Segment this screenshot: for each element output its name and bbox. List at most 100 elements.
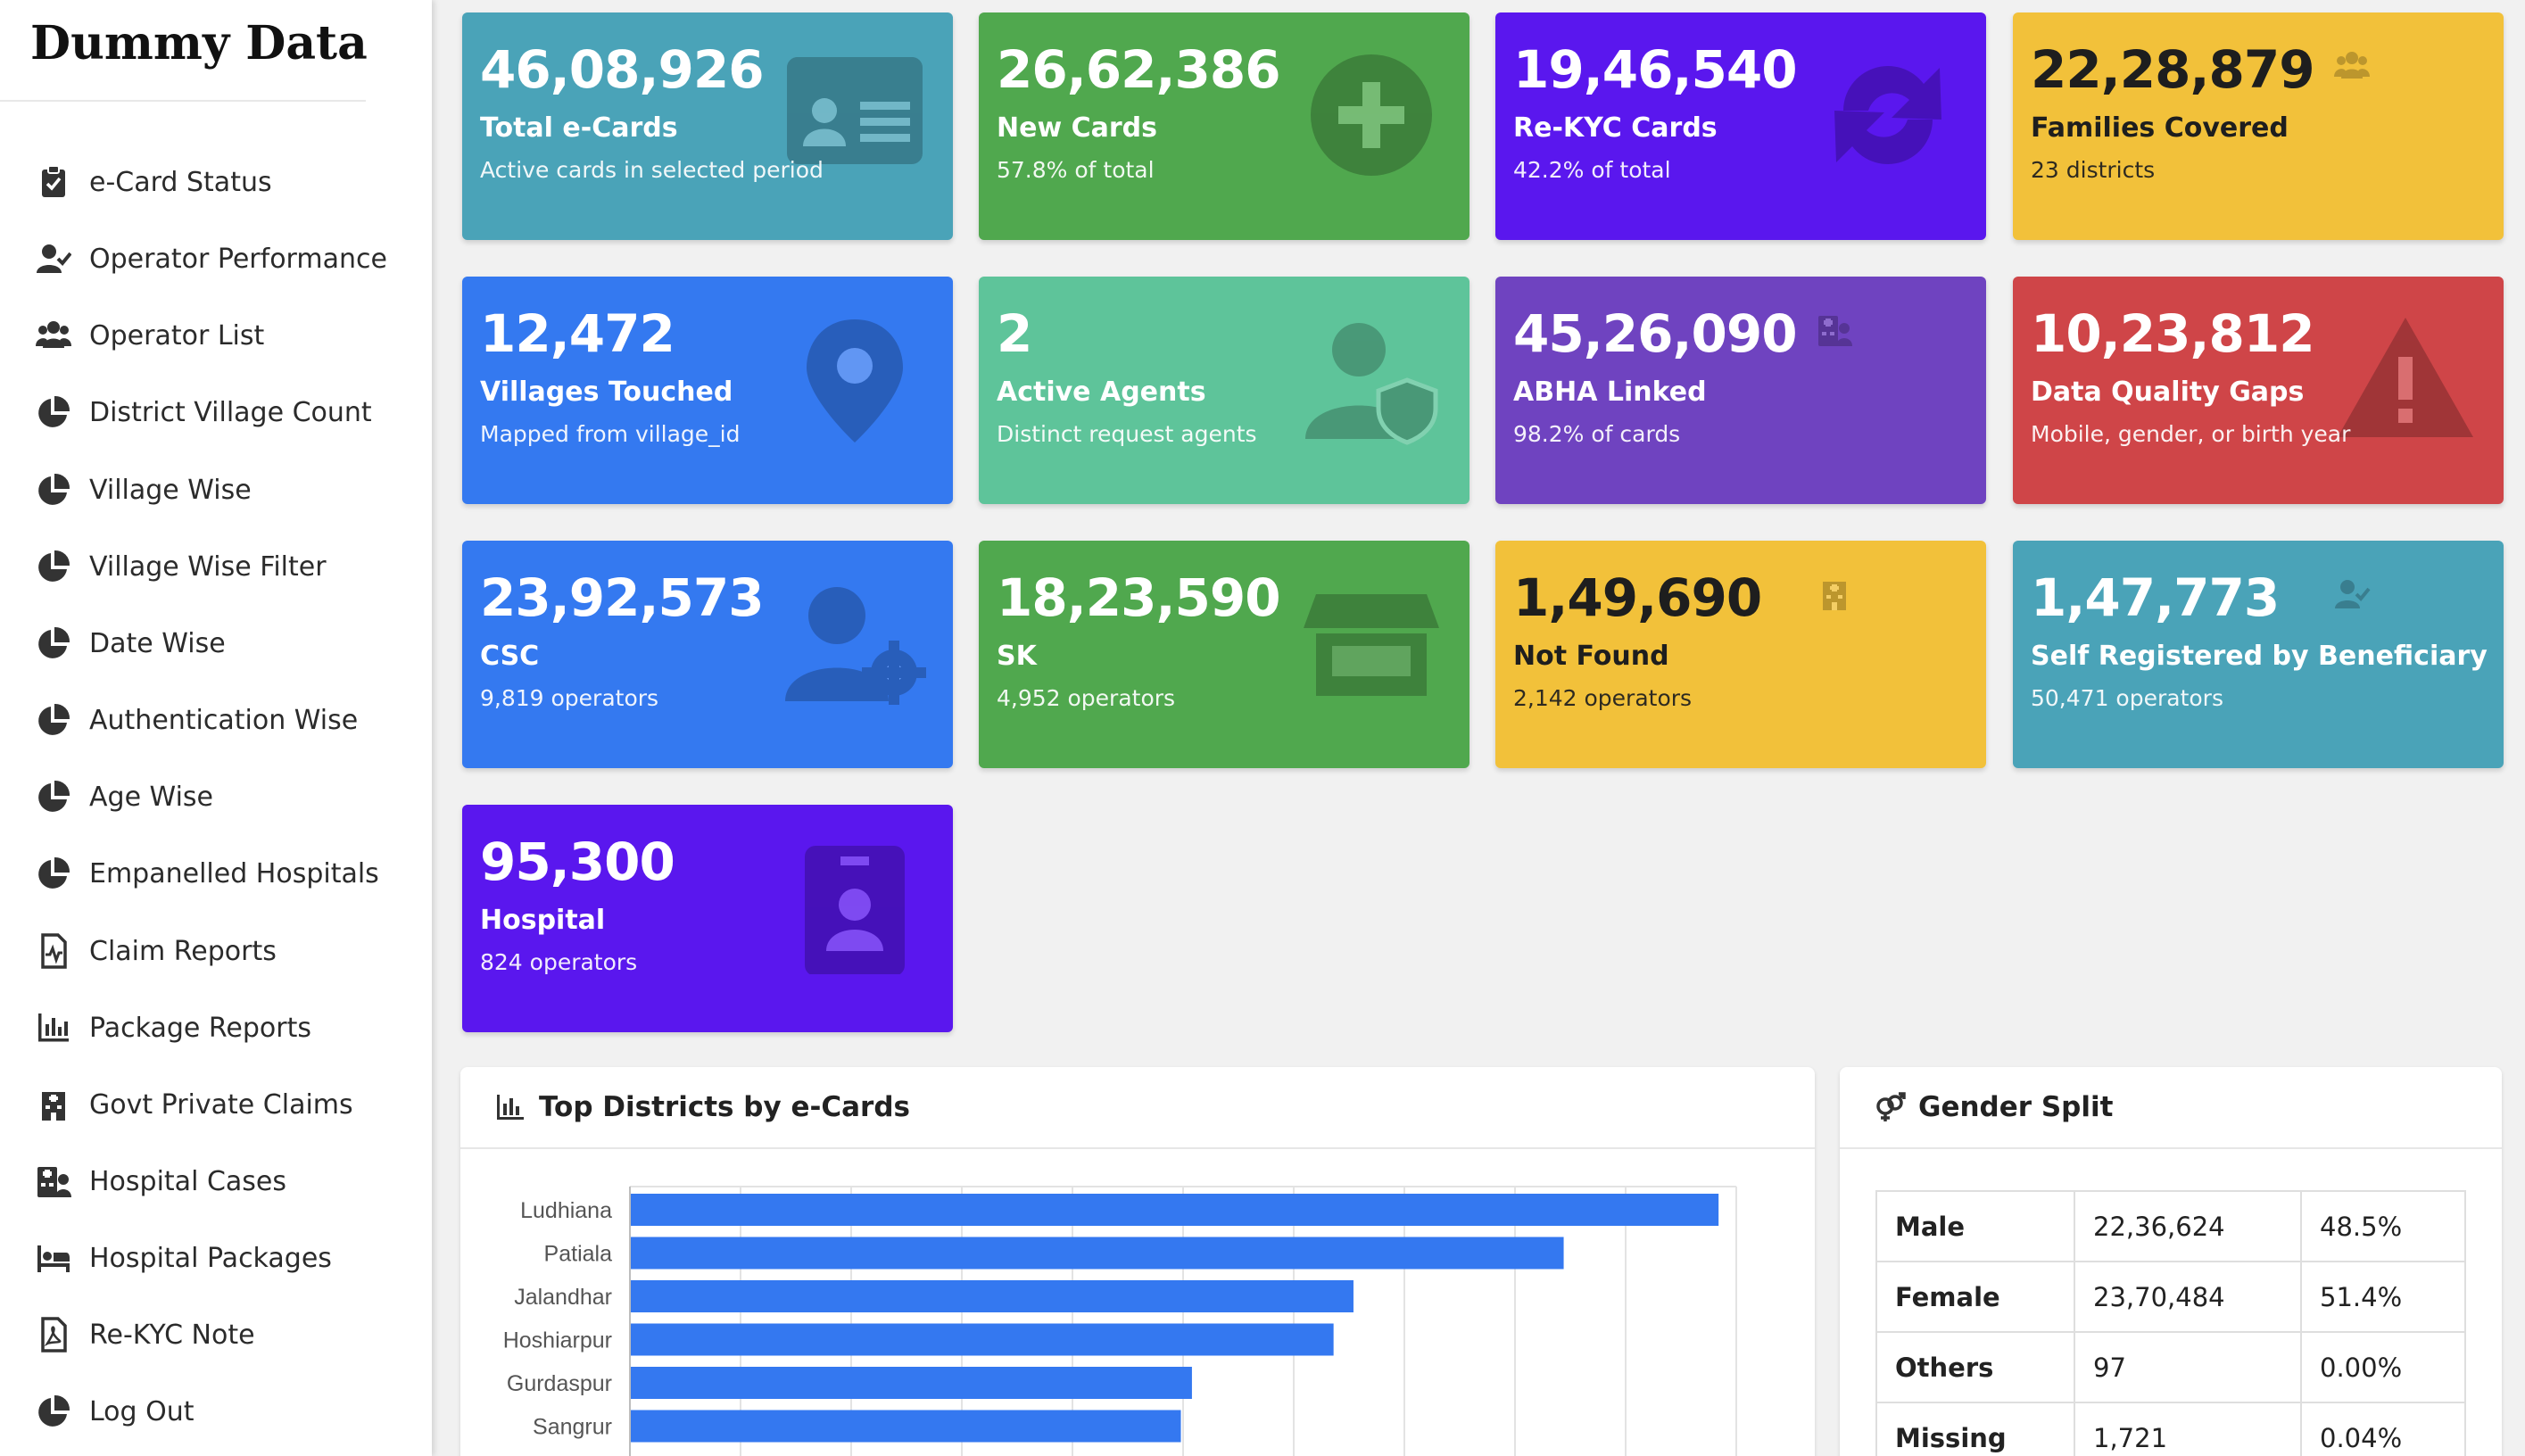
- chart-bar[interactable]: [630, 1194, 1719, 1226]
- stat-subtext: 42.2% of total: [1513, 157, 1671, 183]
- chart-category-label: Ludhiana: [520, 1198, 612, 1223]
- stat-card-abha-linked[interactable]: 45,26,090 ABHA Linked 98.2% of cards: [1495, 277, 1986, 504]
- stat-card-new-cards[interactable]: 26,62,386 New Cards 57.8% of total: [979, 12, 1469, 240]
- file-medical-icon: [34, 931, 73, 971]
- sidebar-item-empanelled-hospitals[interactable]: Empanelled Hospitals: [0, 841, 432, 906]
- chart-bar[interactable]: [630, 1323, 1334, 1356]
- sidebar-item-label: Operator Performance: [89, 243, 387, 275]
- sidebar-item-operator-performance[interactable]: Operator Performance: [0, 227, 432, 291]
- pie-chart-icon: [34, 547, 73, 586]
- stat-card-data-quality-gaps[interactable]: 10,23,812 Data Quality Gaps Mobile, gender…: [2013, 277, 2504, 504]
- stat-card-not-found[interactable]: 1,49,690 Not Found 2,142 operators: [1495, 541, 1986, 768]
- stat-card-villages-touched[interactable]: 12,472 Villages Touched Mapped from villag…: [462, 277, 953, 504]
- clipboard-check-icon: [34, 162, 73, 202]
- sidebar-item-village-wise-filter[interactable]: Village Wise Filter: [0, 534, 432, 599]
- sidebar: Dummy Data e-Card Status Operator Perform…: [0, 0, 432, 1456]
- users-icon: [2334, 52, 2370, 79]
- stat-label: Villages Touched: [480, 376, 733, 408]
- gender-count: 22,36,624: [2074, 1190, 2302, 1262]
- sidebar-item-label: Claim Reports: [89, 935, 277, 967]
- sidebar-item-label: Authentication Wise: [89, 704, 359, 736]
- gender-row: Missing 1,721 0.04%: [1875, 1402, 2466, 1456]
- stat-label: Not Found: [1513, 641, 1669, 672]
- sidebar-item-village-wise[interactable]: Village Wise: [0, 458, 432, 522]
- stat-label: Total e-Cards: [480, 112, 678, 144]
- sidebar-item-label: Log Out: [89, 1395, 195, 1427]
- stat-value: 23,92,573: [480, 567, 765, 628]
- chart-bar[interactable]: [630, 1237, 1564, 1270]
- hospital-user-icon: [1818, 316, 1852, 346]
- chart-bar[interactable]: [630, 1280, 1354, 1312]
- chart-bar[interactable]: [630, 1367, 1192, 1399]
- stat-label: Hospital: [480, 905, 606, 936]
- pie-chart-icon: [34, 700, 73, 740]
- stat-value: 22,28,879: [2031, 39, 2315, 100]
- sidebar-item-label: Govt Private Claims: [89, 1088, 353, 1121]
- id-card-icon: [787, 57, 923, 164]
- gender-label: Others: [1875, 1331, 2075, 1403]
- sidebar-item-re-kyc-note[interactable]: Re-KYC Note: [0, 1303, 432, 1367]
- sidebar-item-label: Empanelled Hospitals: [89, 857, 379, 889]
- stat-value: 1,47,773: [2031, 567, 2280, 628]
- stat-card-families-covered[interactable]: 22,28,879 Families Covered 23 districts: [2013, 12, 2504, 240]
- stat-card-self-registered-by-beneficiary[interactable]: 1,47,773 Self Registered by Beneficiary 50…: [2013, 541, 2504, 768]
- gender-count: 23,70,484: [2074, 1261, 2302, 1333]
- bar-chart-icon: [34, 1008, 73, 1047]
- user-gear-icon: [785, 587, 926, 705]
- stat-subtext: Mapped from village_id: [480, 421, 741, 447]
- gender-percent: 48.5%: [2300, 1190, 2466, 1262]
- pie-chart-icon: [34, 470, 73, 509]
- gender-percent: 0.04%: [2300, 1402, 2466, 1456]
- hospital-building-icon: [1823, 582, 1846, 610]
- chart-category-label: Sangrur: [533, 1415, 612, 1440]
- chart-bar[interactable]: [630, 1410, 1181, 1443]
- stat-subtext: 57.8% of total: [997, 157, 1155, 183]
- stat-value: 46,08,926: [480, 39, 765, 100]
- gender-percent: 0.00%: [2300, 1331, 2466, 1403]
- sidebar-item-hospital-packages[interactable]: Hospital Packages: [0, 1226, 432, 1290]
- sidebar-item-claim-reports[interactable]: Claim Reports: [0, 919, 432, 983]
- sidebar-item-e-card-status[interactable]: e-Card Status: [0, 150, 432, 214]
- sidebar-item-package-reports[interactable]: Package Reports: [0, 996, 432, 1060]
- stat-value: 95,300: [480, 831, 675, 892]
- brand-title: Dummy Data: [30, 16, 368, 70]
- plus-circle-icon: [1311, 54, 1432, 176]
- warning-icon: [2338, 318, 2473, 437]
- chart-category-label: Hoshiarpur: [503, 1328, 612, 1353]
- stat-label: Families Covered: [2031, 112, 2289, 144]
- sidebar-item-operator-list[interactable]: Operator List: [0, 303, 432, 368]
- sidebar-item-govt-private-claims[interactable]: Govt Private Claims: [0, 1072, 432, 1137]
- stat-card-re-kyc-cards[interactable]: 19,46,540 Re-KYC Cards 42.2% of total: [1495, 12, 1986, 240]
- stat-label: Active Agents: [997, 376, 1206, 408]
- stat-card-total-e-cards[interactable]: 46,08,926 Total e-Cards Active cards in se…: [462, 12, 953, 240]
- sidebar-item-authentication-wise[interactable]: Authentication Wise: [0, 688, 432, 752]
- gender-percent: 51.4%: [2300, 1261, 2466, 1333]
- file-pdf-icon: [34, 1315, 73, 1354]
- store-icon: [1304, 594, 1439, 696]
- sidebar-item-label: Date Wise: [89, 627, 226, 659]
- gender-label: Female: [1875, 1261, 2075, 1333]
- stat-value: 1,49,690: [1513, 567, 1762, 628]
- stat-card-csc[interactable]: 23,92,573 CSC 9,819 operators: [462, 541, 953, 768]
- sidebar-item-date-wise[interactable]: Date Wise: [0, 611, 432, 675]
- hospital-user-icon: [34, 1162, 73, 1201]
- stat-card-active-agents[interactable]: 2 Active Agents Distinct request agents: [979, 277, 1469, 504]
- stat-subtext: 4,952 operators: [997, 685, 1176, 711]
- stat-value: 2: [997, 303, 1032, 364]
- stat-value: 12,472: [480, 303, 675, 364]
- stat-label: New Cards: [997, 112, 1157, 144]
- sidebar-item-age-wise[interactable]: Age Wise: [0, 765, 432, 829]
- stat-card-sk[interactable]: 18,23,590 SK 4,952 operators: [979, 541, 1469, 768]
- stat-value: 26,62,386: [997, 39, 1281, 100]
- user-shield-icon: [1305, 323, 1438, 445]
- stat-subtext: 824 operators: [480, 949, 638, 975]
- gender-split-header: Gender Split: [1840, 1067, 2502, 1149]
- users-icon: [34, 316, 73, 355]
- gender-count: 1,721: [2074, 1402, 2302, 1456]
- sidebar-item-log-out[interactable]: Log Out: [0, 1379, 432, 1444]
- sidebar-item-hospital-cases[interactable]: Hospital Cases: [0, 1149, 432, 1213]
- sidebar-item-district-village-count[interactable]: District Village Count: [0, 380, 432, 444]
- sidebar-item-label: District Village Count: [89, 396, 372, 428]
- pie-chart-icon: [34, 393, 73, 432]
- stat-card-hospital[interactable]: 95,300 Hospital 824 operators: [462, 805, 953, 1032]
